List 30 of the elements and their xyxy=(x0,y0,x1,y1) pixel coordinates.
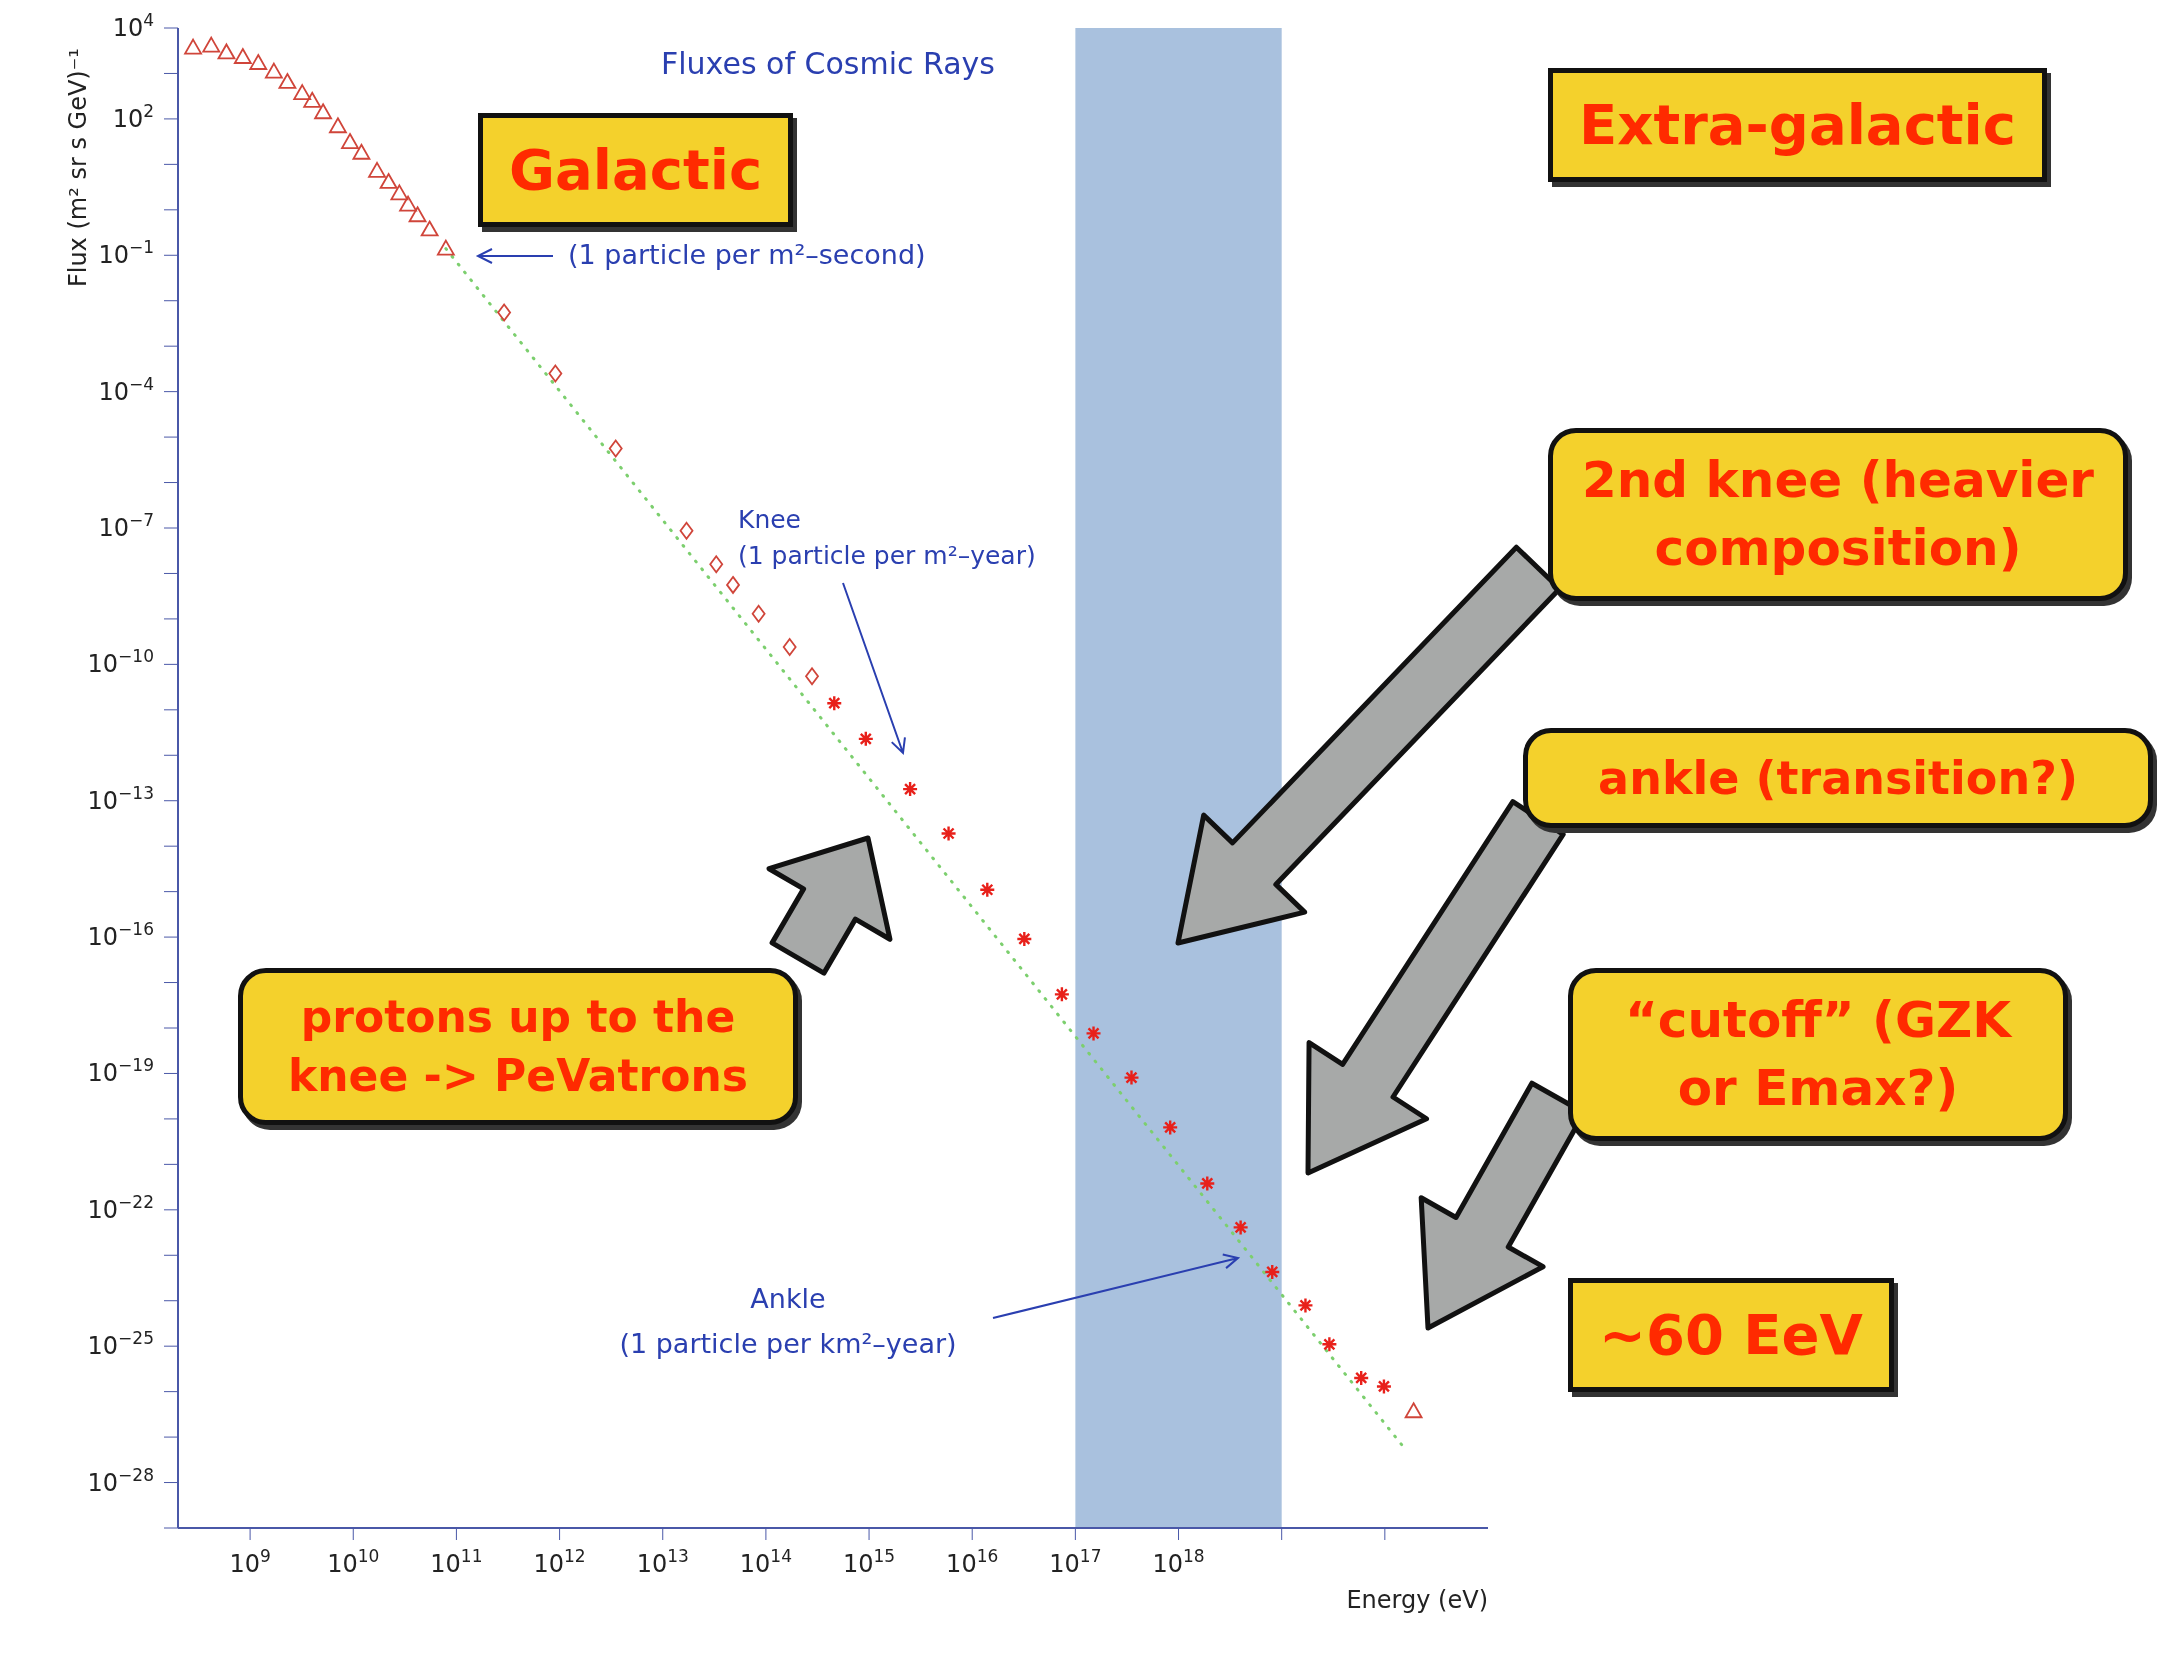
y-tick-label: 10$^{2}$ xyxy=(112,100,154,133)
annotation: Knee xyxy=(738,505,802,534)
y-tick-label: 10$^{−10}$ xyxy=(87,646,154,679)
x-tick-label: 10$^{11}$ xyxy=(430,1546,483,1578)
annotation: Ankle xyxy=(750,1283,826,1314)
y-axis-title: Flux (m² sr s GeV)⁻¹ xyxy=(64,48,92,288)
x-tick-label: 10$^{13}$ xyxy=(636,1546,689,1578)
y-tick-label: 10$^{−28}$ xyxy=(87,1464,154,1497)
annotation: (1 particle per m²–year) xyxy=(738,541,1036,570)
x-tick-label: 10$^{9}$ xyxy=(229,1546,271,1578)
annotation: (1 particle per km²–year) xyxy=(619,1328,957,1359)
y-tick-label: 10$^{−16}$ xyxy=(87,919,154,952)
x-tick-label: 10$^{12}$ xyxy=(533,1546,586,1578)
y-tick-label: 10$^{−19}$ xyxy=(87,1055,154,1088)
y-tick-label: 10$^{−1}$ xyxy=(98,237,154,270)
x-tick-label: 10$^{10}$ xyxy=(327,1546,380,1578)
annotation: (1 particle per m²–second) xyxy=(568,239,926,270)
y-tick-label: 10$^{−13}$ xyxy=(87,782,154,815)
y-tick-label: 10$^{−22}$ xyxy=(87,1191,154,1224)
y-tick-label: 10$^{−25}$ xyxy=(87,1328,154,1361)
y-tick-label: 10$^{−4}$ xyxy=(98,373,154,406)
y-tick-label: 10$^{4}$ xyxy=(112,10,154,42)
y-tick-label: 10$^{−7}$ xyxy=(98,510,154,542)
x-tick-label: 10$^{14}$ xyxy=(739,1546,792,1578)
text: Fluxes of Cosmic Rays xyxy=(661,46,995,81)
x-tick-label: 10$^{15}$ xyxy=(842,1546,896,1578)
x-tick-label: 10$^{16}$ xyxy=(946,1546,999,1578)
x-tick-label: 10$^{17}$ xyxy=(1049,1546,1102,1578)
x-axis-title: Energy (eV) xyxy=(1346,1586,1488,1614)
x-tick-label: 10$^{18}$ xyxy=(1152,1546,1205,1578)
